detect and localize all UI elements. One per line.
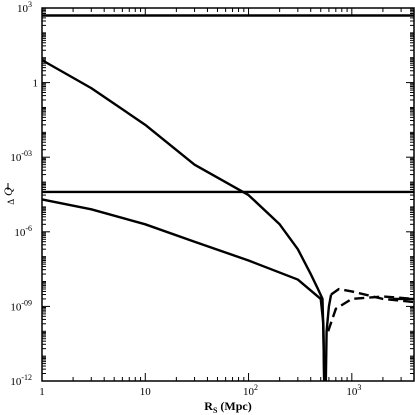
x-axis-label: RS (Mpc) <box>204 399 251 415</box>
plot-area <box>41 7 415 382</box>
series-group <box>41 14 415 382</box>
x-tick-label: 102 <box>243 383 258 398</box>
x-tick-label: 103 <box>346 383 361 398</box>
series-line-5 <box>324 294 333 382</box>
x-tick-label: 10 <box>140 386 152 398</box>
ticks <box>41 8 415 382</box>
series-line-4 <box>41 198 326 382</box>
y-tick-label: 103 <box>17 0 32 15</box>
series-line-7 <box>327 295 415 332</box>
y-axis-label: ΔQ <box>1 187 16 205</box>
y-tick-label: 1 <box>33 78 39 90</box>
x-tick-label: 1 <box>39 386 45 398</box>
y-tick-label: 10-09 <box>10 298 32 313</box>
y-tick-label: 10-03 <box>10 149 32 164</box>
series-line-3 <box>41 59 326 382</box>
y-tick-label: 10-6 <box>14 224 32 239</box>
labels: 1 10 102 103 10-12 10-09 10-6 10-03 1 103 RS (Mpc)… <box>1 0 361 415</box>
y-tick-label: 10-12 <box>10 373 32 388</box>
plot-frame <box>41 7 415 382</box>
